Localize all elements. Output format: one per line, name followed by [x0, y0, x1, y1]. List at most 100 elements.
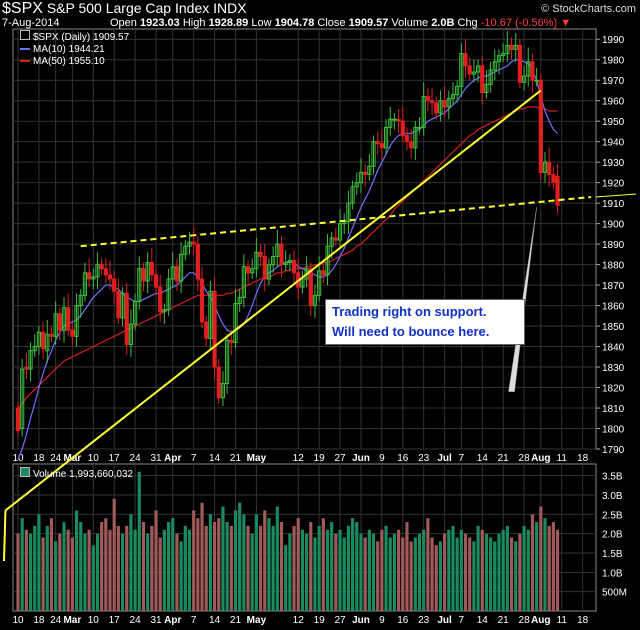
volume-bar	[417, 533, 422, 611]
volume-bar	[141, 522, 146, 611]
change-label: Chg	[457, 17, 478, 29]
time-tick-label-volume: 10	[12, 615, 24, 626]
price-tick-label: 1920	[602, 179, 625, 190]
time-tick-label: 19	[314, 453, 326, 464]
candle-body	[191, 241, 196, 245]
volume-bar	[112, 498, 116, 611]
candle-body	[174, 266, 180, 282]
time-tick-label-volume: 12	[293, 615, 305, 626]
volume-bar	[292, 525, 296, 611]
price-tick-label: 1930	[602, 158, 625, 169]
time-tick-label-volume: 24	[50, 615, 62, 626]
volume-bar	[426, 518, 430, 611]
volume-bar	[233, 510, 238, 611]
candle-body	[162, 309, 167, 313]
volume-bar	[313, 537, 317, 611]
time-tick-label-volume: 18	[33, 615, 45, 626]
volume-bar	[229, 525, 233, 611]
candle-body	[346, 202, 351, 223]
volume-bar	[371, 533, 376, 611]
volume-bar	[217, 518, 221, 611]
volume-bar	[54, 541, 58, 611]
legend-ma10: MA(10) 1944.21	[20, 44, 129, 56]
volume-bar	[212, 522, 217, 611]
candle-body	[413, 126, 418, 149]
volume-bar	[317, 525, 321, 611]
volume-bar	[204, 525, 208, 611]
price-tick-label: 1880	[602, 261, 625, 272]
volume-bar	[28, 533, 33, 611]
volume-bar	[254, 514, 258, 611]
time-tick-label-volume: 19	[314, 615, 326, 626]
time-tick-label-volume: 23	[418, 615, 430, 626]
volume-panel-frame	[12, 463, 597, 612]
volume-bar	[267, 518, 271, 611]
volume-bar	[16, 533, 20, 611]
time-tick-label: Jul	[437, 453, 452, 464]
candle-body	[15, 407, 21, 432]
volume-bar	[300, 529, 304, 611]
candle-body	[158, 286, 163, 313]
volume-bar	[45, 525, 49, 611]
price-tick-label: 1900	[602, 220, 625, 231]
volume-tick-label: 1.0B	[602, 568, 623, 579]
volume-bar	[192, 510, 196, 611]
candle-body	[409, 141, 414, 149]
change-value: -10.67 (-0.56%)	[480, 17, 558, 29]
time-tick-label-volume: Apr	[164, 615, 181, 626]
time-tick-label: Apr	[164, 453, 181, 464]
candle-body	[116, 290, 121, 319]
candle-body	[53, 313, 58, 337]
volume-bar	[468, 537, 472, 611]
volume-bar	[363, 537, 367, 611]
volume-tick-label: 2.0B	[602, 530, 623, 541]
time-tick-label: 16	[397, 453, 409, 464]
candle-body	[95, 264, 100, 278]
candle-body	[266, 264, 272, 280]
candle-body	[542, 161, 548, 173]
candle-body	[400, 120, 405, 137]
volume-bar	[505, 525, 509, 611]
candle-body	[141, 268, 146, 282]
candle-body	[149, 262, 154, 276]
volume-bar	[472, 541, 476, 611]
volume-bar	[367, 529, 371, 611]
candle-body	[124, 292, 129, 346]
price-tick-label: 1800	[602, 425, 625, 436]
candle-body	[501, 53, 506, 57]
candle-body	[337, 223, 343, 241]
candle-body	[530, 61, 535, 81]
candle-body	[383, 126, 389, 149]
open-label: Open	[110, 17, 137, 29]
time-tick-label: 24	[50, 453, 62, 464]
price-tick-label: 1790	[602, 445, 625, 456]
stockcharts-brand[interactable]: © StockCharts.com	[541, 3, 636, 15]
volume-bar	[179, 541, 183, 611]
time-tick-label-volume: 21	[230, 615, 242, 626]
time-tick-label-volume: 11	[557, 615, 568, 626]
volume-bar	[271, 525, 275, 611]
time-tick-label: 31	[150, 453, 162, 464]
volume-bar	[376, 541, 380, 611]
candle-body	[388, 118, 393, 128]
candle-body	[283, 262, 288, 266]
volume-bar	[338, 529, 342, 611]
volume-bar	[62, 522, 66, 611]
volume-bar	[380, 529, 384, 611]
time-tick-label: 17	[109, 453, 121, 464]
volume-bar	[91, 545, 95, 611]
candle-body	[32, 346, 37, 352]
volume-bar	[275, 506, 279, 611]
ohlc-summary: Open 1923.03 High 1928.89 Low 1904.78 Cl…	[110, 17, 571, 29]
candle-body	[216, 366, 221, 399]
volume-bar	[509, 537, 514, 611]
candle-body	[241, 266, 246, 298]
candle-body	[513, 44, 518, 50]
candle-body	[166, 278, 171, 311]
candle-body	[547, 161, 552, 175]
legend-ma50-text: MA(50) 1955.10	[33, 56, 105, 67]
volume-bar	[443, 533, 447, 611]
candle-body	[195, 243, 200, 280]
candle-body	[321, 270, 326, 276]
candle-body	[291, 260, 297, 274]
